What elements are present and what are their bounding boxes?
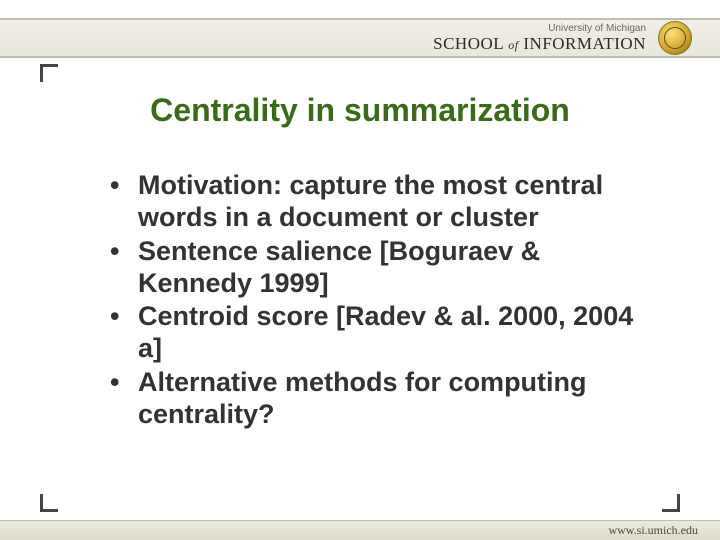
bullet-item: Sentence salience [Boguraev & Kennedy 19…: [110, 236, 660, 300]
slide-title: Centrality in summarization: [0, 92, 720, 129]
footer-bar: www.si.umich.edu: [0, 520, 720, 540]
university-seal-icon: [658, 21, 692, 55]
school-prefix: SCHOOL: [433, 34, 503, 53]
corner-top-left: [40, 64, 58, 82]
school-main: INFORMATION: [523, 34, 646, 53]
bullet-item: Motivation: capture the most central wor…: [110, 170, 660, 234]
corner-bottom-left: [40, 494, 58, 512]
slide-container: University of Michigan SCHOOL of INFORMA…: [0, 0, 720, 540]
university-name: University of Michigan: [433, 23, 646, 34]
bullet-list: Motivation: capture the most central wor…: [110, 170, 660, 431]
school-name: SCHOOL of INFORMATION: [433, 34, 646, 54]
footer-url: www.si.umich.edu: [608, 523, 698, 538]
bullet-item: Alternative methods for computing centra…: [110, 367, 660, 431]
header-bar: University of Michigan SCHOOL of INFORMA…: [0, 18, 720, 58]
bullet-item: Centroid score [Radev & al. 2000, 2004 a…: [110, 301, 660, 365]
school-of: of: [508, 38, 518, 52]
corner-bottom-right: [662, 494, 680, 512]
slide-content: Motivation: capture the most central wor…: [110, 170, 660, 433]
header-text-block: University of Michigan SCHOOL of INFORMA…: [433, 23, 646, 54]
